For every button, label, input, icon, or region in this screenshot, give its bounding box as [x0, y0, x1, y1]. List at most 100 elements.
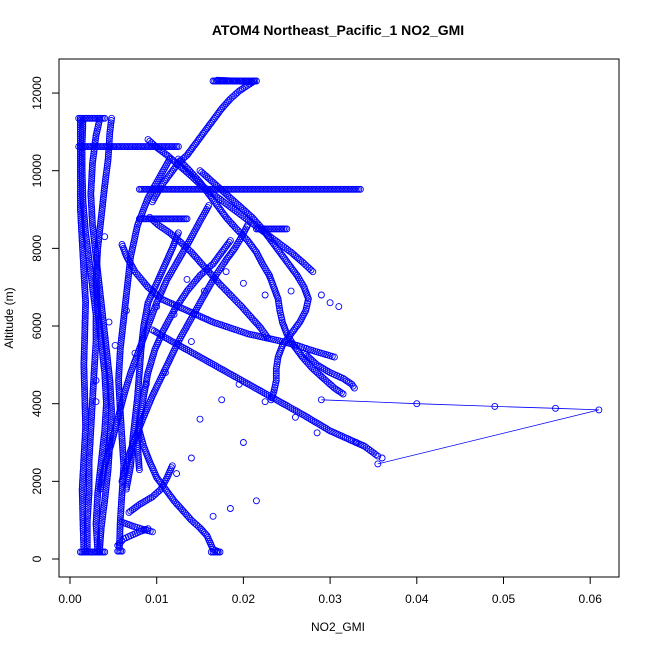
data-point	[101, 369, 109, 377]
data-point	[84, 500, 92, 508]
data-point	[115, 361, 123, 369]
data-point	[106, 132, 114, 140]
data-point	[212, 362, 219, 370]
data-point	[99, 349, 106, 357]
data-point	[88, 166, 96, 174]
data-point	[92, 271, 100, 279]
data-point	[105, 368, 113, 375]
data-point	[93, 264, 101, 272]
data-point	[104, 151, 112, 158]
data-point	[317, 363, 325, 371]
data-point	[125, 270, 133, 278]
data-point	[93, 289, 101, 297]
x-tick-label: 0.02	[232, 592, 256, 606]
data-point	[115, 363, 123, 371]
data-point	[93, 498, 101, 506]
data-point	[123, 290, 130, 298]
data-point	[165, 316, 173, 324]
data-point	[117, 507, 125, 515]
data-point	[102, 391, 110, 399]
data-point	[287, 287, 295, 295]
y-axis: 0 2000 4000 6000 8000 10000 12000	[30, 76, 60, 562]
data-point	[104, 155, 112, 163]
data-point	[125, 272, 132, 280]
data-point	[81, 390, 89, 398]
data-point	[115, 372, 123, 380]
data-point	[313, 419, 321, 427]
data-point	[102, 404, 110, 412]
data-point	[116, 514, 124, 522]
data-point	[80, 350, 88, 358]
data-point	[93, 529, 101, 537]
data-point	[200, 287, 208, 295]
data-point	[116, 525, 124, 533]
data-point	[222, 268, 230, 276]
data-point	[118, 489, 126, 497]
data-point	[102, 407, 110, 414]
data-point	[80, 211, 88, 219]
data-point	[319, 364, 327, 372]
data-point	[178, 294, 186, 302]
data-point	[85, 489, 93, 497]
data-point	[81, 294, 89, 302]
data-point	[83, 534, 91, 542]
data-point	[81, 392, 89, 400]
data-point	[163, 275, 171, 283]
data-point	[229, 371, 237, 379]
data-point	[88, 409, 96, 417]
data-point	[273, 360, 281, 368]
data-point	[103, 164, 111, 172]
data-point	[126, 258, 134, 266]
data-point	[108, 114, 116, 122]
data-point	[97, 333, 105, 341]
data-point	[92, 134, 100, 142]
data-point	[80, 370, 88, 378]
data-point	[127, 260, 135, 268]
data-point	[101, 422, 109, 430]
data-point	[174, 229, 182, 237]
data-point	[177, 296, 185, 304]
data-point	[102, 488, 110, 496]
data-point	[252, 77, 260, 85]
data-point	[149, 196, 157, 204]
data-point	[93, 253, 101, 261]
data-point	[115, 376, 123, 384]
data-point	[90, 234, 98, 242]
data-point	[85, 454, 93, 461]
data-point	[103, 162, 111, 170]
data-point	[88, 212, 96, 220]
data-point	[105, 452, 113, 460]
data-point	[92, 282, 100, 290]
data-point	[90, 150, 98, 158]
data-point	[80, 359, 88, 367]
data-point	[81, 328, 89, 336]
data-point	[100, 431, 108, 439]
data-point	[115, 370, 123, 378]
data-point	[81, 308, 89, 316]
data-point	[94, 240, 102, 248]
data-point	[118, 487, 126, 495]
data-point	[102, 395, 110, 403]
data-point	[78, 171, 86, 179]
x-tick-label: 0.00	[58, 592, 82, 606]
data-point	[85, 498, 92, 506]
data-point	[118, 428, 126, 436]
data-point	[79, 180, 86, 188]
data-point	[82, 297, 89, 304]
data-point	[91, 347, 99, 355]
data-point	[80, 207, 88, 215]
data-point	[230, 246, 237, 254]
data-point	[88, 175, 96, 182]
data-point	[271, 381, 279, 389]
y-tick-label: 6000	[30, 312, 44, 339]
data-point	[277, 398, 285, 406]
data-point	[163, 335, 171, 343]
data-point	[107, 123, 114, 131]
data-point	[330, 353, 338, 361]
data-point	[96, 227, 104, 235]
y-axis-label: Altitude (m)	[2, 287, 16, 348]
data-point	[99, 442, 107, 450]
data-point	[78, 485, 86, 493]
data-point	[183, 322, 191, 330]
data-point	[154, 329, 162, 337]
